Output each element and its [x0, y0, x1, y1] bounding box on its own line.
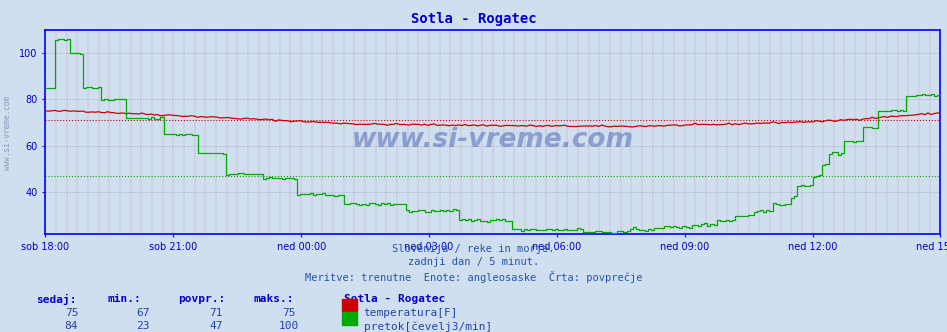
Text: zadnji dan / 5 minut.: zadnji dan / 5 minut.	[408, 257, 539, 267]
Text: 75: 75	[64, 308, 79, 318]
Text: www.si-vreme.com: www.si-vreme.com	[352, 127, 634, 153]
Text: 75: 75	[282, 308, 296, 318]
Text: www.si-vreme.com: www.si-vreme.com	[3, 96, 12, 170]
Text: 71: 71	[209, 308, 223, 318]
Text: Slovenija / reke in morje.: Slovenija / reke in morje.	[392, 244, 555, 254]
Text: Sotla - Rogatec: Sotla - Rogatec	[344, 294, 445, 304]
Text: min.:: min.:	[107, 294, 141, 304]
Text: 100: 100	[279, 321, 299, 331]
Text: Sotla - Rogatec: Sotla - Rogatec	[411, 12, 536, 26]
Text: Meritve: trenutne  Enote: angleosaske  Črta: povprečje: Meritve: trenutne Enote: angleosaske Črt…	[305, 271, 642, 283]
Text: maks.:: maks.:	[254, 294, 295, 304]
Text: 84: 84	[64, 321, 79, 331]
Text: pretok[čevelj3/min]: pretok[čevelj3/min]	[364, 321, 491, 332]
Text: sedaj:: sedaj:	[36, 294, 77, 305]
Text: 47: 47	[209, 321, 223, 331]
Text: 67: 67	[135, 308, 150, 318]
Text: povpr.:: povpr.:	[178, 294, 225, 304]
Text: temperatura[F]: temperatura[F]	[364, 308, 458, 318]
Text: 23: 23	[135, 321, 150, 331]
